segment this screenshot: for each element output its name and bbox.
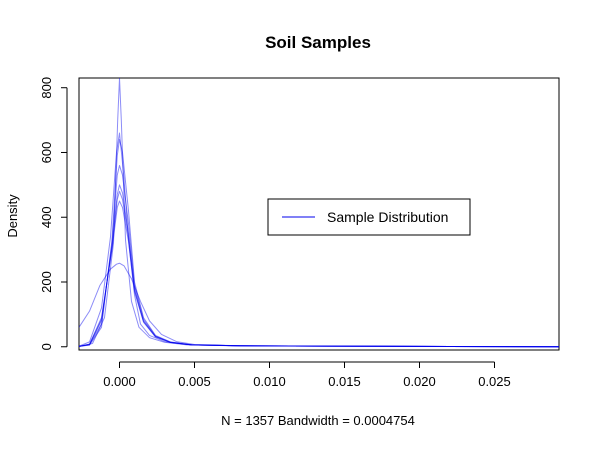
x-tick-label: 0.010 <box>253 374 286 389</box>
x-tick-label: 0.020 <box>403 374 436 389</box>
y-axis: 0 200 400 600 800 <box>39 77 68 350</box>
density-curve-8 <box>79 262 559 348</box>
density-curve-7 <box>79 78 559 348</box>
x-tick-label: 0.005 <box>178 374 211 389</box>
x-axis: 0.000 0.005 0.010 0.015 0.020 0.025 <box>103 361 511 389</box>
y-tick-label: 200 <box>39 271 54 293</box>
y-tick-label: 600 <box>39 142 54 164</box>
chart-title: Soil Samples <box>265 33 371 52</box>
x-tick-label: 0.000 <box>103 374 136 389</box>
density-curve-6 <box>79 132 559 348</box>
x-tick-label: 0.015 <box>328 374 361 389</box>
density-curve-3 <box>79 184 559 348</box>
y-tick-label: 400 <box>39 206 54 228</box>
density-curve-4 <box>79 190 559 348</box>
x-tick-label: 0.025 <box>478 374 511 389</box>
density-curve-2 <box>79 164 559 348</box>
x-axis-label: N = 1357 Bandwidth = 0.0004754 <box>221 413 415 428</box>
density-curve-1 <box>79 139 559 348</box>
plot-frame <box>78 77 560 351</box>
y-tick-label: 800 <box>39 77 54 99</box>
y-tick-label: 0 <box>39 343 54 350</box>
legend-entry-label: Sample Distribution <box>327 209 448 225</box>
density-curve-5 <box>79 200 559 348</box>
y-axis-label: Density <box>5 194 20 238</box>
density-series-group <box>79 78 559 348</box>
legend: Sample Distribution <box>267 198 471 236</box>
